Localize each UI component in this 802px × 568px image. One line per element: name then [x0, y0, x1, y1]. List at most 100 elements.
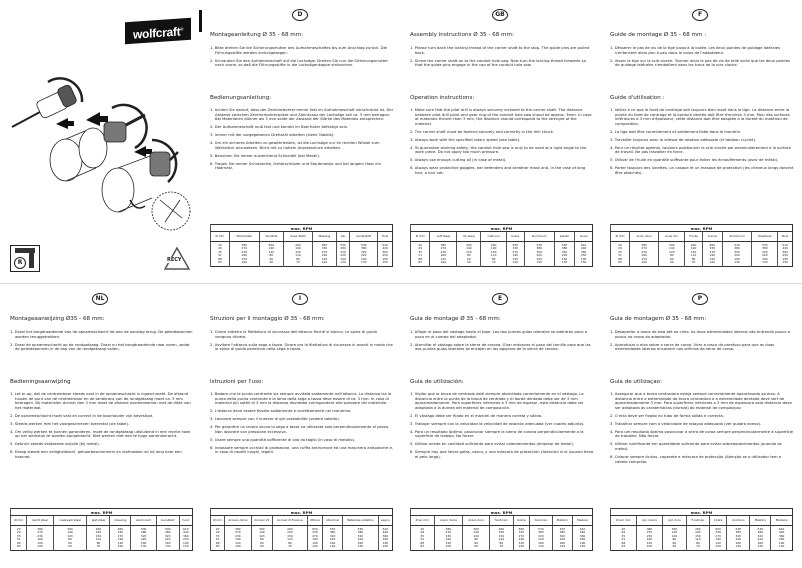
- table-cell: 120: [250, 534, 273, 539]
- table-cell: 190: [312, 253, 337, 258]
- table-cell: 260: [282, 241, 313, 248]
- table-cell: 190: [480, 246, 507, 251]
- table-cell: 380: [751, 246, 778, 251]
- table-header: Madera: [572, 515, 593, 527]
- table-cell: 80: [52, 537, 87, 542]
- operation-step: 4. Pour un résultat optimal, toujours po…: [610, 145, 791, 155]
- table-cell: 80: [258, 253, 284, 258]
- table-cell: 250: [572, 537, 593, 542]
- table-row: 68 120 60 80 140 160 160 190: [209, 541, 393, 545]
- table-cell: 120: [628, 257, 659, 261]
- table-cell: 650: [109, 525, 131, 532]
- operation-step: 2. The carrier shaft must be fastend sec…: [410, 130, 554, 134]
- table-cell: 20: [210, 241, 230, 248]
- table-header: Acciaio V4: [250, 515, 273, 527]
- table-row: 35 230 120 150 270 320 320 360: [209, 534, 393, 539]
- table-cell: 68: [209, 541, 225, 545]
- table-cell: 120: [709, 544, 727, 551]
- assembly-step: 1. Draai het borgdraadeinde van de opnam…: [10, 330, 193, 339]
- table-cell: 320: [130, 534, 157, 539]
- table-cell: 29: [210, 246, 230, 251]
- table-cell: 190: [282, 246, 313, 251]
- table-header: aluminium: [523, 231, 555, 243]
- table-header: hout: [178, 515, 193, 527]
- table-cell: 83: [209, 544, 225, 551]
- table-row: 83 100 50 70 120 130 130 150: [610, 544, 793, 551]
- assembly-step: 1. Desapertar a rosca do eixo até ao cim…: [610, 330, 791, 339]
- instructions-panel-i: I Struzioni per il montaggio Ø 35 - 68 m…: [200, 284, 400, 568]
- table-row: 20 380 300 260 650 530 530 610: [610, 241, 793, 248]
- corner-mark: [199, 10, 202, 32]
- rpm-table: max. RPM Ø en mm Acero dulce Acero duro fund…: [410, 508, 593, 551]
- table-cell: 320: [553, 250, 575, 255]
- table-cell: 150: [178, 544, 193, 551]
- table-cell: 270: [505, 250, 525, 255]
- assembly-heading: Montageanleitung Ø 35 - 68 mm:: [210, 32, 304, 38]
- assembled-saw: [101, 138, 179, 213]
- table-row: 68 120 60 80 140 160 160 190: [410, 541, 593, 545]
- table-header: Kunststoff: [349, 231, 378, 243]
- table-cell: 150: [777, 260, 793, 267]
- table-header: Ø mm: [610, 231, 630, 243]
- table-cell: 260: [684, 241, 703, 248]
- table-cell: 190: [709, 537, 727, 542]
- table-cell: 130: [349, 260, 378, 267]
- assembly-step: 1. Désserer le pas de vis de la tige jus…: [610, 46, 781, 55]
- table-cell: 220: [341, 537, 379, 542]
- table-header: Aluminium: [721, 231, 752, 243]
- table-cell: 120: [26, 541, 54, 545]
- table-cell: 150: [684, 250, 703, 255]
- assembly-step: 2. Draai de opnameschacht op de rondgatz…: [10, 342, 190, 352]
- table-header: aluminium: [130, 515, 157, 527]
- table-cell: 100: [429, 260, 457, 267]
- table-cell: 160: [529, 541, 553, 545]
- table-header: Messing: [312, 231, 337, 243]
- table-cell: 35: [9, 534, 27, 539]
- table-header: wood: [574, 231, 593, 243]
- table-cell: 530: [335, 241, 350, 248]
- operation-step: 2. O eixo deve ser fixado no tubo de for…: [610, 414, 725, 418]
- table-cell: 130: [749, 544, 771, 551]
- instructions-panel-nl: NL Montageaanwijzing Ø35 - 68 mm: 1. Dra…: [0, 284, 200, 568]
- table-cell: 440: [574, 246, 593, 251]
- table-cell: 300: [250, 525, 273, 532]
- table-cell: 380: [26, 525, 54, 532]
- table-header: Ø mm: [409, 231, 430, 243]
- table-cell: 650: [312, 241, 337, 248]
- table-cell: 68: [9, 541, 27, 545]
- assembly-step: 2. Atornillar el vástago sobre la sierra…: [410, 342, 591, 352]
- table-row: 68 120 60 80 140 160 160 190: [210, 257, 393, 261]
- assembly-step: 2. Visser la tige sur la scie cloche. To…: [610, 58, 791, 68]
- operation-heading: Guia de utilizaçao:: [610, 379, 662, 385]
- table-cell: 80: [684, 257, 703, 261]
- table-cell: 220: [335, 253, 350, 258]
- table-cell: 270: [224, 530, 252, 535]
- operation-step: 6. Colocar sempre óculos, capacete e más…: [610, 454, 782, 464]
- table-cell: 530: [322, 525, 343, 532]
- table-cell: 160: [224, 537, 252, 542]
- table-cell: 60: [658, 257, 685, 261]
- table-cell: 120: [109, 544, 131, 551]
- assembly-heading: Montageaanwijzing Ø35 - 68 mm:: [10, 316, 105, 322]
- operation-step: 6. Porter toujours des lunettes, un casq…: [610, 166, 794, 175]
- table-cell: 68: [409, 257, 430, 261]
- rpm-table: max. RPM Ø mm Weichstahl VA-Stahl Guss Stahl…: [210, 224, 393, 267]
- operation-step: 6. Always wear protective goggles, ear d…: [410, 166, 586, 175]
- table-cell: 650: [512, 525, 530, 532]
- table-cell: 530: [523, 241, 555, 248]
- table-cell: 380: [529, 530, 553, 535]
- table-cell: 51: [210, 253, 230, 258]
- table-cell: 100: [433, 544, 463, 551]
- table-header: cast iron: [480, 231, 507, 243]
- operation-steps: 1. Vigilar que la broca de centrado esté…: [410, 392, 594, 463]
- table-cell: 220: [529, 537, 553, 542]
- table-cell: 190: [512, 537, 530, 542]
- table-cell: 220: [721, 253, 752, 258]
- operation-step: 3. Lavorare sempre con il numero di giri…: [210, 417, 340, 422]
- table-cell: 20: [610, 525, 637, 532]
- table-cell: 68: [610, 541, 637, 545]
- table-cell: 190: [178, 541, 193, 545]
- table-cell: 330: [701, 246, 723, 251]
- table-cell: 270: [433, 530, 463, 535]
- assembly-steps: 1. Please turn back the locking thread o…: [410, 46, 594, 71]
